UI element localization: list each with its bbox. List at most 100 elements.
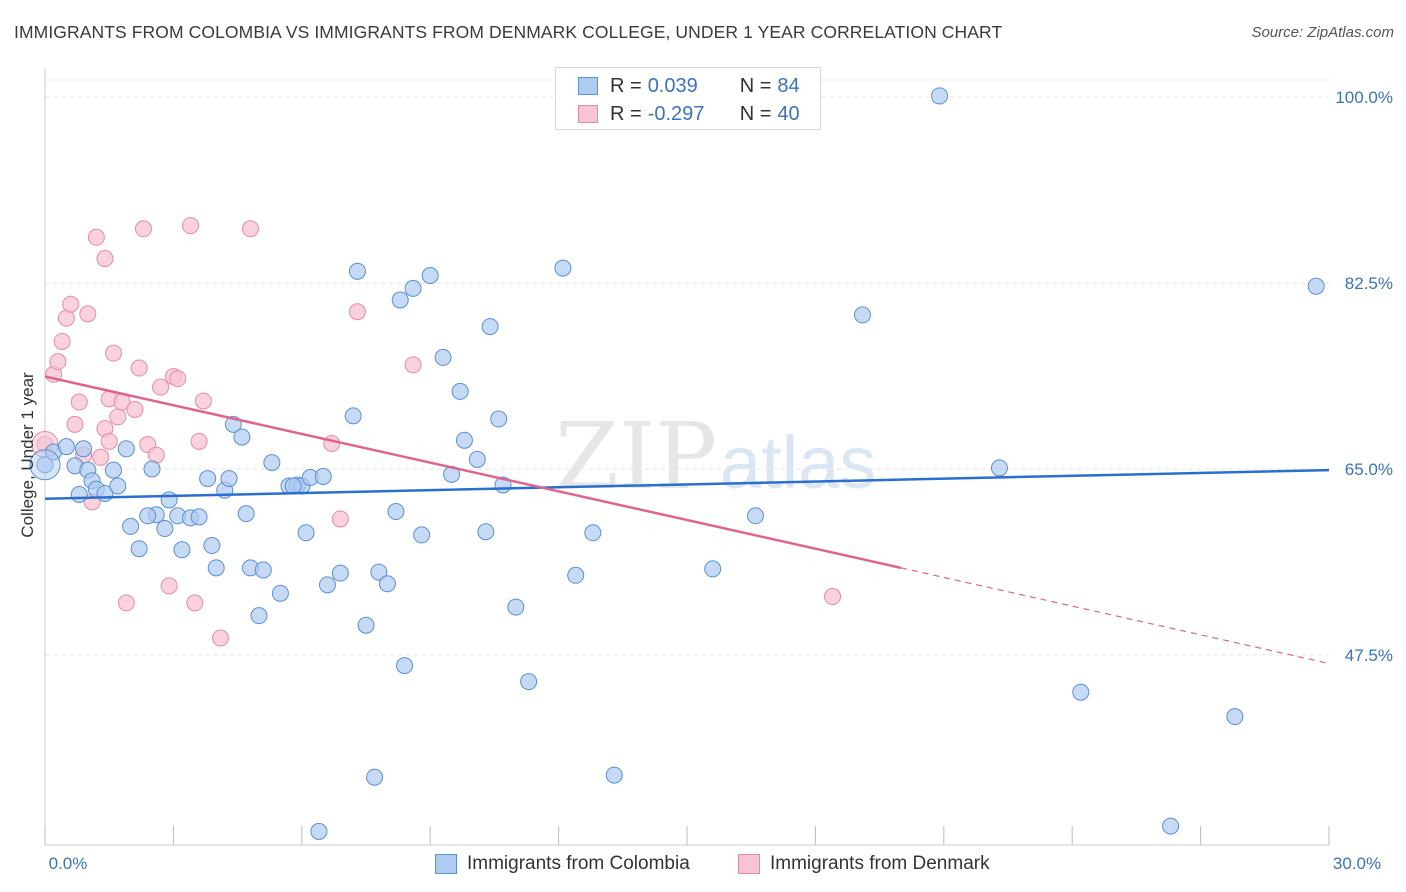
colombia-point	[160, 491, 178, 509]
colombia-point	[297, 524, 315, 542]
bottom-legend-swatch-denmark	[738, 854, 760, 874]
denmark-point	[53, 332, 71, 350]
colombia-point	[468, 450, 486, 468]
legend-n-value: 40	[777, 102, 800, 125]
colombia-point	[57, 438, 75, 456]
colombia-point	[284, 477, 302, 495]
legend-swatch-colombia	[578, 77, 598, 95]
x-tick-label-end: 30.0%	[1333, 854, 1381, 873]
colombia-point	[455, 431, 473, 449]
denmark-point	[66, 415, 84, 433]
colombia-point	[387, 503, 405, 521]
denmark-point	[104, 344, 122, 362]
colombia-point	[250, 607, 268, 625]
colombia-point	[263, 454, 281, 472]
denmark-point	[348, 303, 366, 321]
colombia-point	[378, 575, 396, 593]
denmark-point	[323, 434, 341, 452]
y-tick-label: 47.5%	[1345, 646, 1393, 665]
colombia-point	[207, 559, 225, 577]
bottom-legend-colombia: Immigrants from Colombia	[435, 852, 690, 876]
bottom-legend-denmark: Immigrants from Denmark	[738, 852, 990, 876]
legend-n-value: 84	[777, 74, 800, 97]
colombia-point	[451, 382, 469, 400]
colombia-point	[203, 537, 221, 555]
y-tick-label: 82.5%	[1345, 274, 1393, 293]
colombia-point	[156, 520, 174, 538]
denmark-point	[211, 629, 229, 647]
colombia-point	[490, 410, 508, 428]
denmark-point	[109, 408, 127, 426]
denmark-point	[117, 594, 135, 612]
denmark-point	[169, 370, 187, 388]
colombia-point	[1226, 708, 1244, 726]
denmark-trend-line	[44, 375, 902, 570]
legend-n-label: N =	[739, 102, 772, 125]
colombia-point	[746, 507, 764, 525]
source-label: Source: ZipAtlas.com	[1251, 24, 1394, 41]
y-axis-label: College, Under 1 year	[18, 372, 37, 538]
denmark-point	[70, 393, 88, 411]
colombia-point	[605, 766, 623, 784]
colombia-point	[567, 566, 585, 584]
colombia-point	[584, 524, 602, 542]
denmark-point	[824, 588, 842, 606]
legend-row-colombia: R = 0.039 N = 84	[578, 74, 822, 98]
bottom-legend-label-colombia: Immigrants from Colombia	[467, 853, 690, 874]
colombia-point	[331, 564, 349, 582]
colombia-point	[314, 467, 332, 485]
colombia-point	[507, 598, 525, 616]
denmark-point	[190, 432, 208, 450]
colombia-trend-line	[44, 468, 1330, 501]
denmark-point	[87, 228, 105, 246]
denmark-point	[130, 359, 148, 377]
colombia-point	[254, 561, 272, 579]
denmark-point	[404, 356, 422, 374]
colombia-point	[237, 505, 255, 523]
colombia-point	[310, 822, 328, 840]
trend-lines	[44, 375, 1330, 665]
legend-r-value: -0.297	[647, 102, 705, 125]
colombia-point	[29, 449, 61, 481]
colombia-point	[1162, 817, 1180, 835]
colombia-point	[1307, 277, 1325, 295]
colombia-point	[143, 460, 161, 478]
colombia-points	[29, 87, 1325, 840]
colombia-point	[117, 440, 135, 458]
colombia-point	[271, 584, 289, 602]
colombia-point	[421, 267, 439, 285]
colombia-point	[1072, 683, 1090, 701]
y-tick-label: 65.0%	[1345, 460, 1393, 479]
colombia-point	[344, 407, 362, 425]
denmark-point	[62, 295, 80, 313]
denmark-point	[194, 392, 212, 410]
colombia-point	[348, 262, 366, 280]
bottom-legend-label-denmark: Immigrants from Denmark	[770, 853, 990, 874]
tick-labels: 47.5% 65.0% 82.5% 100.0% 0.0% 30.0%	[49, 88, 1393, 873]
colombia-point	[554, 259, 572, 277]
colombia-point	[357, 616, 375, 634]
denmark-point	[160, 577, 178, 595]
denmark-point	[152, 378, 170, 396]
denmark-point	[79, 305, 97, 323]
legend-row-denmark: R = -0.297 N = 40	[578, 102, 822, 126]
colombia-point	[220, 470, 238, 488]
chart-title: IMMIGRANTS FROM COLOMBIA VS IMMIGRANTS F…	[14, 22, 1003, 42]
stats-legend: R = 0.039 N = 84 R = -0.297 N = 40	[555, 67, 821, 130]
colombia-point	[109, 477, 127, 495]
denmark-point	[186, 594, 204, 612]
colombia-point	[104, 461, 122, 479]
legend-r-label: R =	[610, 74, 642, 97]
colombia-point	[366, 768, 384, 786]
legend-r-label: R =	[610, 102, 642, 125]
colombia-point	[75, 440, 93, 458]
x-tick-label-start: 0.0%	[49, 854, 88, 873]
colombia-point	[70, 486, 88, 504]
colombia-point	[404, 279, 422, 297]
colombia-point	[931, 87, 949, 105]
colombia-point	[173, 541, 191, 559]
colombia-point	[233, 428, 251, 446]
colombia-point	[434, 348, 452, 366]
colombia-point	[391, 291, 409, 309]
